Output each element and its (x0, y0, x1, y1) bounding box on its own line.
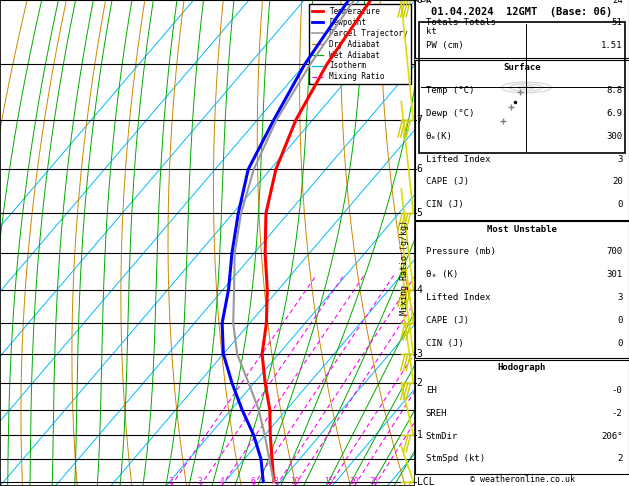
Text: 10: 10 (290, 477, 299, 486)
Text: 0: 0 (416, 0, 423, 5)
Text: 0: 0 (617, 316, 623, 325)
Text: 1.51: 1.51 (601, 41, 623, 50)
Text: 300: 300 (606, 132, 623, 141)
Text: Totals Totals: Totals Totals (426, 18, 496, 27)
Text: 3: 3 (617, 293, 623, 302)
Text: K: K (426, 0, 431, 4)
Text: 2: 2 (617, 454, 623, 464)
Text: 1: 1 (416, 430, 423, 440)
Text: CAPE (J): CAPE (J) (426, 316, 469, 325)
Text: 4: 4 (416, 285, 423, 295)
Text: 8.8: 8.8 (606, 86, 623, 95)
Text: 8: 8 (274, 477, 279, 486)
Text: CAPE (J): CAPE (J) (426, 177, 469, 187)
Text: -2: -2 (612, 409, 623, 418)
Text: EH: EH (426, 386, 437, 395)
Text: 51: 51 (612, 18, 623, 27)
Text: Temp (°C): Temp (°C) (426, 86, 474, 95)
Text: 0: 0 (617, 200, 623, 209)
Text: 20: 20 (612, 177, 623, 187)
Text: 01.04.2024  12GMT  (Base: 06): 01.04.2024 12GMT (Base: 06) (431, 7, 613, 17)
Text: 7: 7 (416, 115, 423, 125)
Text: CIN (J): CIN (J) (426, 339, 464, 348)
Text: 6: 6 (416, 164, 423, 174)
Text: -0: -0 (612, 386, 623, 395)
Text: PW (cm): PW (cm) (426, 41, 464, 50)
Text: 206°: 206° (601, 432, 623, 441)
Text: θₑ (K): θₑ (K) (426, 270, 458, 279)
Legend: Temperature, Dewpoint, Parcel Trajectory, Dry Adiabat, Wet Adiabat, Isotherm, Mi: Temperature, Dewpoint, Parcel Trajectory… (309, 4, 411, 85)
Text: Surface: Surface (503, 63, 541, 72)
Text: 700: 700 (606, 247, 623, 257)
Text: SREH: SREH (426, 409, 447, 418)
Text: StmDir: StmDir (426, 432, 458, 441)
Text: © weatheronline.co.uk: © weatheronline.co.uk (469, 474, 574, 484)
Text: 24: 24 (612, 0, 623, 4)
Bar (415, 360, 629, 474)
Text: 0: 0 (617, 339, 623, 348)
Bar (420, 22, 625, 153)
Text: Dewp (°C): Dewp (°C) (426, 109, 474, 118)
Text: 25: 25 (370, 477, 379, 486)
Text: 3: 3 (198, 477, 203, 486)
Text: StmSpd (kt): StmSpd (kt) (426, 454, 485, 464)
Text: 15: 15 (325, 477, 333, 486)
Text: Most Unstable: Most Unstable (487, 225, 557, 234)
Text: km
ASL: km ASL (416, 0, 431, 4)
Text: CIN (J): CIN (J) (426, 200, 464, 209)
Text: 6.9: 6.9 (606, 109, 623, 118)
Bar (415, 221, 629, 358)
Text: 6: 6 (251, 477, 255, 486)
Text: 2: 2 (169, 477, 173, 486)
Text: θₑ(K): θₑ(K) (426, 132, 453, 141)
Text: 5: 5 (416, 208, 423, 218)
Text: LCL: LCL (416, 477, 434, 486)
Text: 2: 2 (416, 378, 423, 388)
Text: 3: 3 (416, 349, 423, 359)
Text: Lifted Index: Lifted Index (426, 155, 490, 164)
Text: Lifted Index: Lifted Index (426, 293, 490, 302)
Text: 4: 4 (220, 477, 224, 486)
Text: kt: kt (426, 27, 437, 36)
Text: 301: 301 (606, 270, 623, 279)
Bar (415, 60, 629, 220)
Text: 3: 3 (617, 155, 623, 164)
Text: Hodograph: Hodograph (498, 363, 546, 372)
Bar (415, 0, 629, 58)
Text: Pressure (mb): Pressure (mb) (426, 247, 496, 257)
Text: Mixing Ratio (g/kg): Mixing Ratio (g/kg) (399, 220, 409, 315)
Text: 20: 20 (350, 477, 359, 486)
